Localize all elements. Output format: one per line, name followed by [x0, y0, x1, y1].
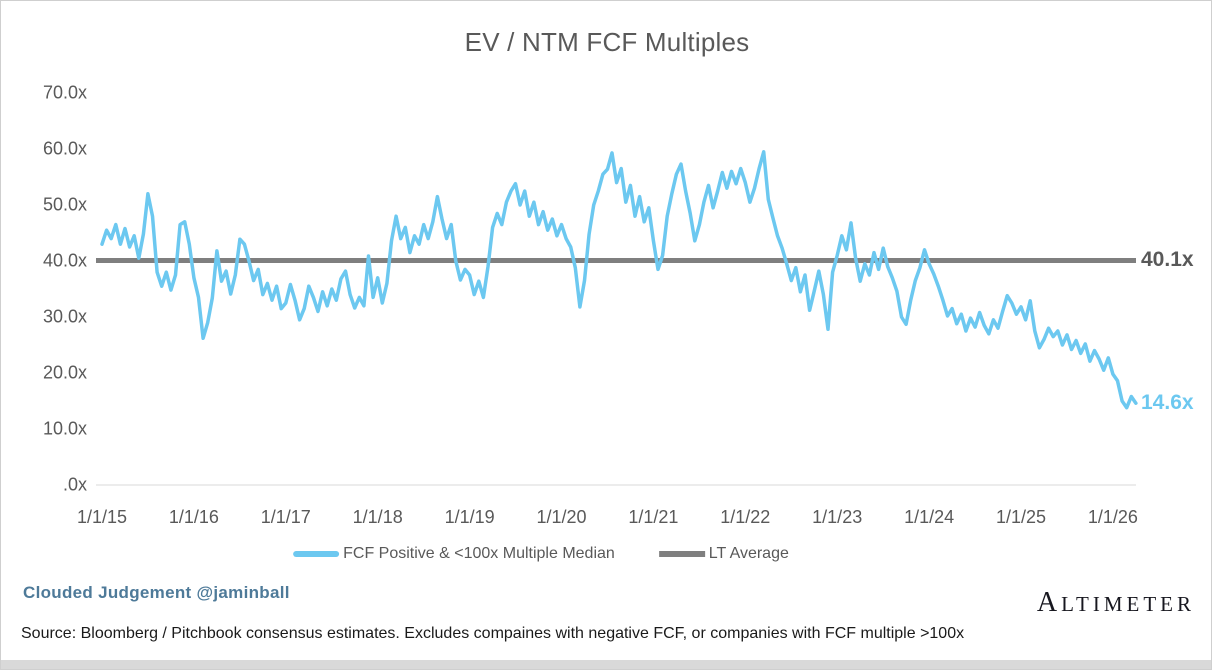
lt-average-line-swatch-icon — [658, 551, 705, 557]
lt-average-value-label: 40.1x — [1141, 248, 1194, 272]
y-axis-label: 30.0x — [42, 306, 87, 327]
bottom-bar — [1, 660, 1211, 669]
source-note: Source: Bloomberg / Pitchbook consensus … — [21, 625, 965, 642]
y-axis-label: 10.0x — [42, 418, 87, 439]
chart-legend: FCF Positive & <100x Multiple Median LT … — [293, 545, 789, 563]
altimeter-logo-initial: A — [1036, 587, 1062, 618]
x-axis-label: 1/1/26 — [1087, 507, 1138, 527]
x-axis-label: 1/1/19 — [444, 507, 495, 527]
x-axis-label: 1/1/18 — [352, 507, 403, 527]
legend-item-lt-average: LT Average — [658, 545, 789, 563]
y-axis-label: 70.0x — [42, 82, 87, 103]
fcf-median-line-swatch-icon — [293, 551, 340, 557]
byline: Clouded Judgement @jaminball — [23, 583, 290, 602]
x-axis-label: 1/1/25 — [995, 507, 1047, 527]
y-axis-label: 20.0x — [42, 362, 87, 383]
altimeter-logo-rest: LTIMETER — [1061, 592, 1195, 616]
altimeter-logo: ALTIMETER — [1037, 587, 1195, 619]
x-axis-label: 1/1/15 — [76, 507, 128, 527]
fcf-median-line — [100, 150, 1138, 410]
x-axis-label: 1/1/21 — [628, 507, 679, 527]
legend-label-fcf-median: FCF Positive & <100x Multiple Median — [343, 545, 615, 562]
last-value-label: 14.6x — [1141, 391, 1194, 415]
x-axis-label: 1/1/16 — [168, 507, 219, 527]
y-axis-label: 60.0x — [42, 138, 87, 159]
x-axis-label: 1/1/17 — [260, 507, 311, 527]
chart-title: EV / NTM FCF Multiples — [464, 27, 750, 57]
legend-label-lt-average: LT Average — [708, 545, 789, 562]
x-axis-label: 1/1/20 — [536, 507, 587, 527]
y-axis-label: .0x — [62, 474, 87, 495]
x-axis-label: 1/1/22 — [720, 507, 771, 527]
legend-item-fcf-median: FCF Positive & <100x Multiple Median — [293, 545, 615, 563]
y-axis-label: 40.0x — [42, 250, 87, 271]
x-axis-label: 1/1/23 — [812, 507, 863, 527]
y-axis-label: 50.0x — [42, 194, 87, 215]
x-axis-label: 1/1/24 — [904, 507, 955, 527]
